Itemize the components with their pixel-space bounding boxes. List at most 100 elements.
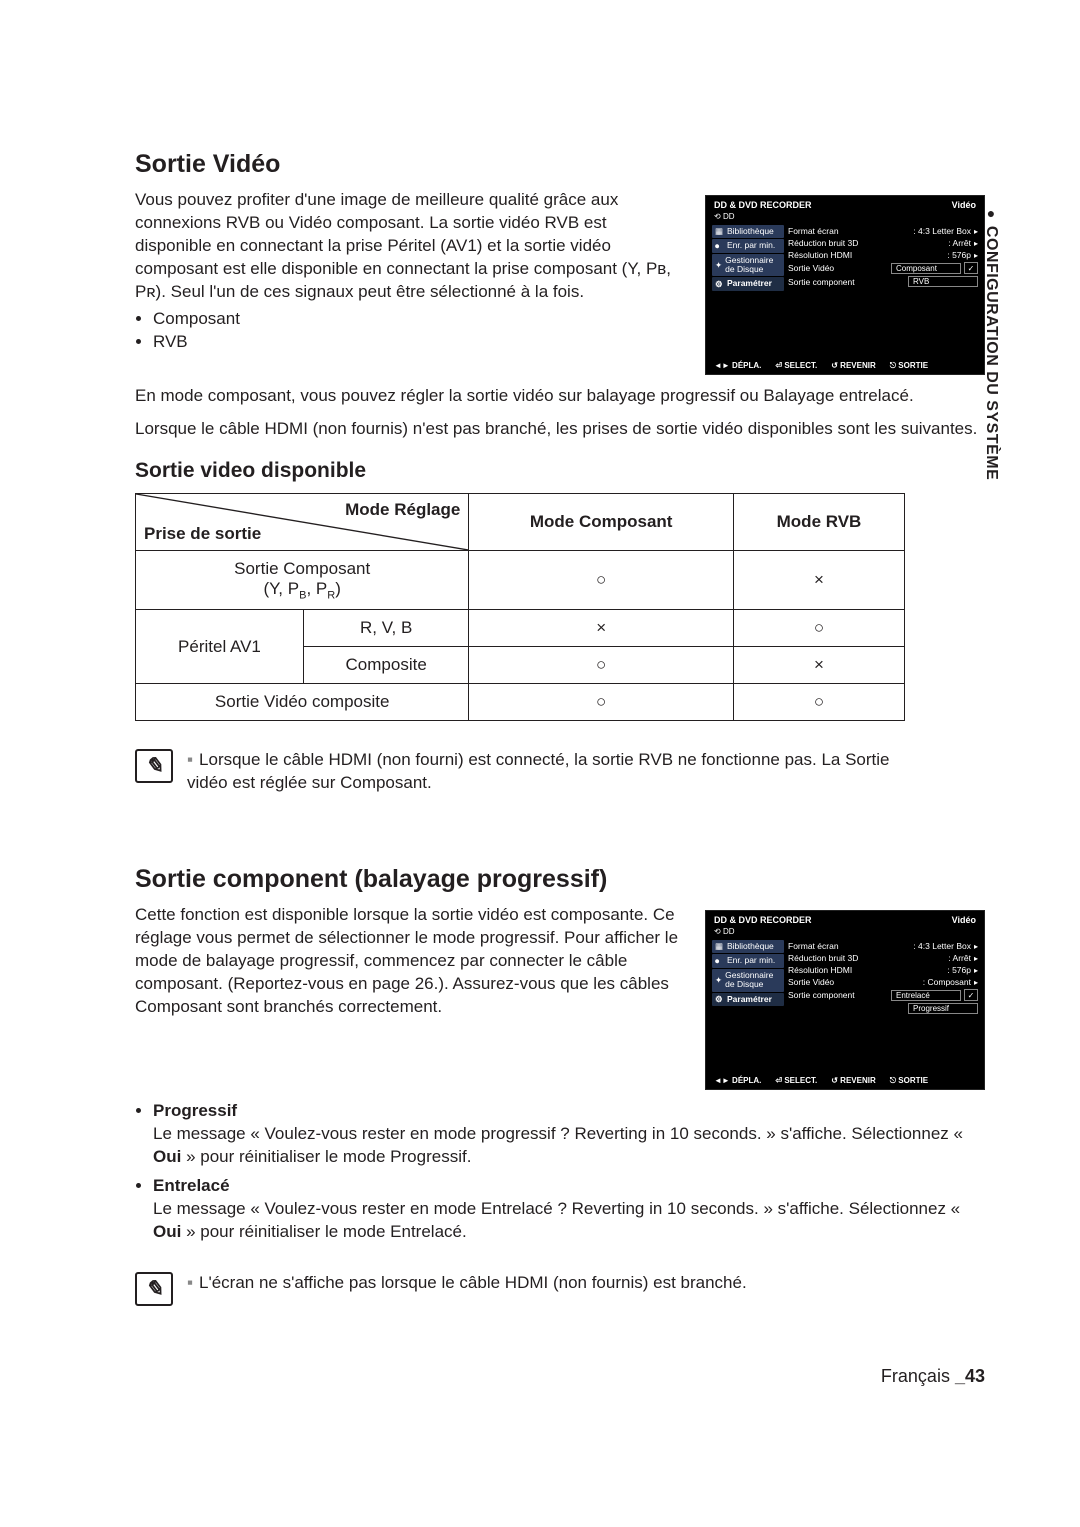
- osd-check-icon: ✓: [964, 262, 978, 274]
- osd-setting-value: : 576p: [947, 250, 978, 260]
- table-col-composant: Mode Composant: [469, 493, 734, 550]
- osd-menu-item: Gestionnaire de Disque: [725, 971, 781, 990]
- table-header-diag: Mode Réglage Prise de sortie: [136, 493, 469, 550]
- options-list: Progressif Le message « Voulez-vous rest…: [135, 1100, 985, 1244]
- table-row-head: Sortie Composant(Y, PB, PR): [136, 550, 469, 609]
- osd-left-menu: ▦Bibliothèque ⏺Enr. par min. ✦Gestionnai…: [712, 940, 784, 1048]
- osd-setting-value: : Composant: [923, 977, 978, 987]
- note-icon: ✎: [135, 749, 173, 783]
- osd-menu-item: Gestionnaire de Disque: [725, 256, 781, 275]
- osd-setting-value: : 4:3 Letter Box: [913, 226, 978, 236]
- osd-screenshot-video: DD & DVD RECORDER Vidéo ⟲ DD ▦Bibliothèq…: [705, 195, 985, 375]
- osd-setting-label: Réduction bruit 3D: [788, 238, 858, 248]
- osd-right-settings: Format écran : 4:3 Letter Box Réduction b…: [788, 940, 978, 1048]
- option-progressif: Progressif Le message « Voulez-vous rest…: [153, 1100, 985, 1169]
- table-cell: ○: [469, 550, 734, 609]
- osd-setting-value: : 576p: [947, 965, 978, 975]
- osd-setting-label: Sortie Vidéo: [788, 263, 834, 273]
- option-lead: Entrelacé: [153, 1176, 230, 1195]
- osd-hint: ⏎ SELECT.: [775, 1076, 817, 1086]
- table-diag-top: Mode Réglage: [345, 500, 460, 520]
- osd-hint: ↺ REVENIR: [831, 1076, 876, 1086]
- intro-sortie-component: Cette fonction est disponible lorsque la…: [135, 904, 685, 1019]
- table-cell: ○: [733, 610, 904, 647]
- osd-setting-label: Sortie Vidéo: [788, 977, 834, 987]
- intro-sortie-video: Vous pouvez profiter d'une image de meil…: [135, 189, 685, 304]
- osd-option-value: RVB: [908, 276, 978, 287]
- table-cell: ×: [469, 610, 734, 647]
- option-entrelace: Entrelacé Le message « Voulez-vous reste…: [153, 1175, 985, 1244]
- table-cell: ○: [733, 684, 904, 721]
- heading-sortie-component: Sortie component (balayage progressif): [135, 865, 985, 894]
- table-subrow: Composite: [303, 647, 468, 684]
- option-text: Le message « Voulez-vous rester en mode …: [153, 1199, 960, 1218]
- note-icon: ✎: [135, 1272, 173, 1306]
- para-mode-composant: En mode composant, vous pouvez régler la…: [135, 385, 985, 408]
- osd-setting-label: Format écran: [788, 941, 839, 951]
- table-diag-bottom: Prise de sortie: [144, 524, 261, 544]
- osd-title: DD & DVD RECORDER: [714, 200, 812, 210]
- osd-hint: ⎋ SORTIE: [890, 1076, 928, 1086]
- osd-setting-label: Réduction bruit 3D: [788, 953, 858, 963]
- osd-selected-value: Composant: [891, 263, 961, 274]
- bullet-composant: Composant: [153, 308, 685, 331]
- footer-lang: Français: [881, 1366, 955, 1386]
- table-col-rvb: Mode RVB: [733, 493, 904, 550]
- table-sortie-disponible: Mode Réglage Prise de sortie Mode Compos…: [135, 493, 905, 721]
- heading-sortie-video: Sortie Vidéo: [135, 150, 985, 179]
- osd-selected-value: Entrelacé: [891, 990, 961, 1001]
- footer-page-number: _43: [955, 1366, 985, 1386]
- osd-left-menu: ▦Bibliothèque ⏺Enr. par min. ✦Gestionnai…: [712, 225, 784, 333]
- osd-setting-label: Format écran: [788, 226, 839, 236]
- table-subrow: R, V, B: [303, 610, 468, 647]
- table-row-head: Péritel AV1: [136, 610, 304, 684]
- table-cell: ○: [469, 647, 734, 684]
- osd-menu-item: Enr. par min.: [727, 241, 775, 250]
- table-row-head: Sortie Vidéo composite: [136, 684, 469, 721]
- note-block-2: ✎ ▪L'écran ne s'affiche pas lorsque le c…: [135, 1272, 925, 1306]
- osd-right-settings: Format écran : 4:3 Letter Box Réduction b…: [788, 225, 978, 333]
- option-text-bold: Oui: [153, 1147, 181, 1166]
- osd-hint: ↺ REVENIR: [831, 361, 876, 371]
- note-text: Lorsque le câble HDMI (non fourni) est c…: [187, 750, 890, 792]
- osd-dd-label: DD: [723, 212, 735, 221]
- osd-option-value: Progressif: [908, 1003, 978, 1014]
- page-footer: Français _43: [135, 1306, 985, 1387]
- table-cell: ○: [469, 684, 734, 721]
- para-hdmi-note: Lorsque le câble HDMI (non fournis) n'es…: [135, 418, 985, 441]
- bullet-rvb: RVB: [153, 331, 685, 354]
- option-text: » pour réinitialiser le mode Entrelacé.: [181, 1222, 466, 1241]
- osd-setting-label: Sortie component: [788, 277, 855, 287]
- osd-hint: ◄► DÉPLA.: [714, 1076, 761, 1086]
- osd-setting-label: Résolution HDMI: [788, 965, 852, 975]
- option-text-bold: Oui: [153, 1222, 181, 1241]
- osd-setting-value: : 4:3 Letter Box: [913, 941, 978, 951]
- osd-footer-hints: ◄► DÉPLA. ⏎ SELECT. ↺ REVENIR ⎋ SORTIE: [706, 361, 984, 371]
- option-text: » pour réinitialiser le mode Progressif.: [181, 1147, 471, 1166]
- osd-footer-hints: ◄► DÉPLA. ⏎ SELECT. ↺ REVENIR ⎋ SORTIE: [706, 1076, 984, 1086]
- osd-setting-label: Résolution HDMI: [788, 250, 852, 260]
- osd-section: Vidéo: [952, 200, 976, 210]
- option-text: Le message « Voulez-vous rester en mode …: [153, 1124, 963, 1143]
- osd-menu-item: Bibliothèque: [727, 942, 774, 951]
- osd-menu-item: Bibliothèque: [727, 227, 774, 236]
- osd-menu-item: Paramétrer: [727, 995, 772, 1004]
- osd-title: DD & DVD RECORDER: [714, 915, 812, 925]
- note-block-1: ✎ ▪Lorsque le câble HDMI (non fourni) es…: [135, 749, 925, 795]
- heading-sortie-disponible: Sortie video disponible: [135, 459, 985, 483]
- table-cell: ×: [733, 647, 904, 684]
- bullet-list-outputs: Composant RVB: [135, 308, 685, 354]
- note-text: L'écran ne s'affiche pas lorsque le câbl…: [199, 1273, 747, 1292]
- osd-hint: ⏎ SELECT.: [775, 361, 817, 371]
- osd-setting-label: Sortie component: [788, 990, 855, 1000]
- osd-section: Vidéo: [952, 915, 976, 925]
- osd-hint: ⎋ SORTIE: [890, 361, 928, 371]
- osd-dd-label: DD: [723, 927, 735, 936]
- table-cell: ×: [733, 550, 904, 609]
- option-lead: Progressif: [153, 1101, 237, 1120]
- osd-check-icon: ✓: [964, 989, 978, 1001]
- osd-setting-value: : Arrêt: [948, 238, 978, 248]
- osd-menu-item: Paramétrer: [727, 279, 772, 288]
- osd-screenshot-component: DD & DVD RECORDER Vidéo ⟲ DD ▦Bibliothèq…: [705, 910, 985, 1090]
- osd-menu-item: Enr. par min.: [727, 956, 775, 965]
